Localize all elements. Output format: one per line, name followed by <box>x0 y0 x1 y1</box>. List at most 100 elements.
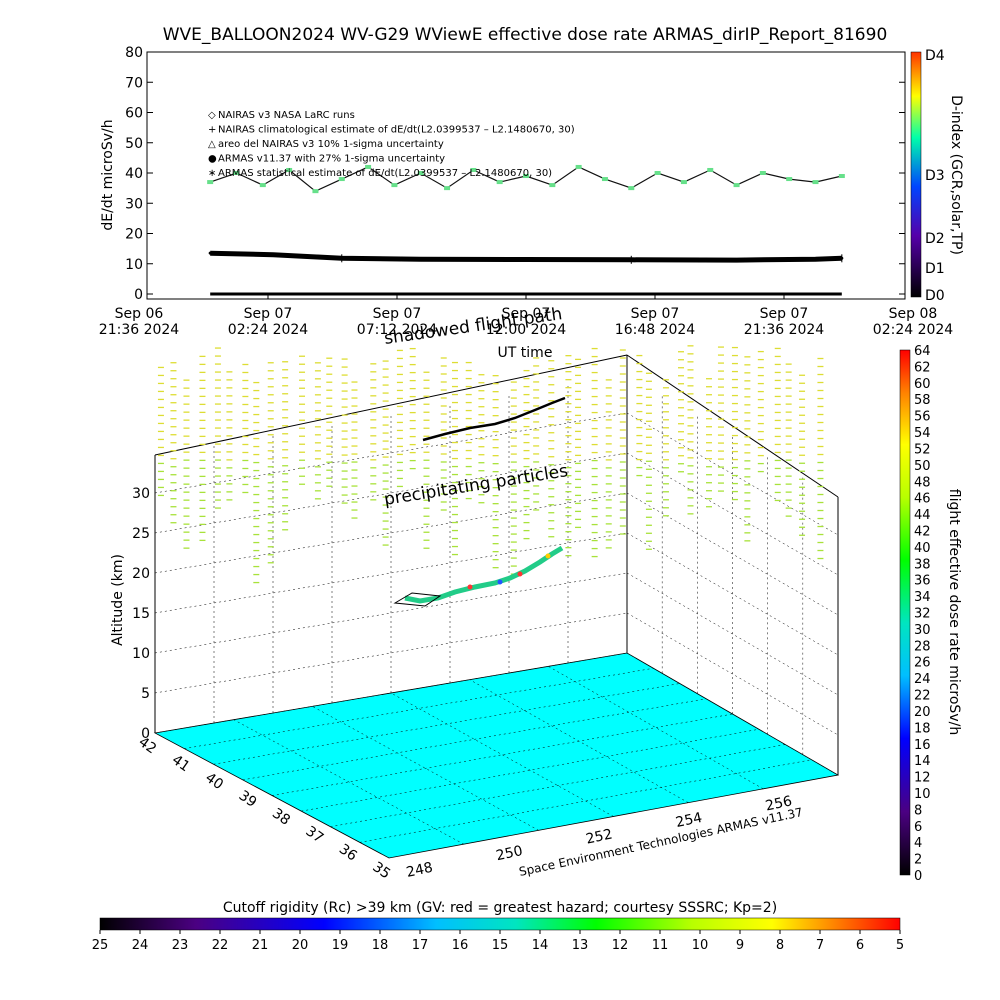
nairas-point <box>814 257 818 261</box>
dose-tick-label: 14 <box>914 754 931 769</box>
dose-sample-point <box>545 553 551 559</box>
launch-marker <box>393 592 442 607</box>
shadowed-flight-track <box>422 396 566 442</box>
floor-grid-line <box>233 719 464 845</box>
armas-point <box>391 183 398 188</box>
longitude-tick-label: 248 <box>405 860 434 881</box>
y-tick-label: 70 <box>125 75 143 91</box>
y-tick-label: 40 <box>125 166 143 182</box>
dose-tick-label: 54 <box>914 426 931 441</box>
cutoff-tick-label: 15 <box>492 938 509 953</box>
top-x-label: UT time <box>498 345 553 361</box>
armas-point <box>444 186 451 191</box>
cutoff-tick-label: 24 <box>132 938 149 953</box>
dose-tick-label: 24 <box>914 672 931 687</box>
latitude-tick-label: 35 <box>369 859 393 882</box>
dose-tick-label: 0 <box>914 869 922 884</box>
nairas-point <box>271 253 275 257</box>
armas-point <box>628 186 635 191</box>
dose-tick-label: 28 <box>914 639 931 654</box>
armas-point <box>417 171 424 175</box>
dose-tick-label: 4 <box>914 836 922 851</box>
armas-point <box>680 180 687 185</box>
cutoff-tick-label: 21 <box>252 938 269 953</box>
cutoff-tick-label: 23 <box>172 938 189 953</box>
d-index-tick: D0 <box>925 288 945 304</box>
altitude-tick-label: 10 <box>132 646 150 662</box>
dose-tick-label: 30 <box>914 623 931 638</box>
armas-point <box>575 164 582 169</box>
cutoff-tick-label: 14 <box>532 938 549 953</box>
armas-point <box>812 180 819 185</box>
cutoff-tick-label: 10 <box>692 938 709 953</box>
armas-point <box>654 171 661 175</box>
precipitating-particles <box>157 345 824 584</box>
cutoff-colorbar <box>99 917 901 931</box>
armas-point <box>470 167 477 172</box>
top-legend: ◇ NAIRAS v3 NASA LaRC runs+ NAIRAS climato… <box>208 110 575 179</box>
floor-grid <box>184 666 812 845</box>
legend-entry: areo del NAIRAS v3 10% 1-sigma uncertain… <box>218 139 444 150</box>
armas-point <box>786 177 793 182</box>
x-tick-label: 02:24 2024 <box>873 322 954 338</box>
latitude-tick-label: 39 <box>236 788 260 811</box>
armas-point <box>707 167 714 172</box>
nairas-point <box>300 254 304 258</box>
floor-grid-line <box>548 666 764 790</box>
armas-point <box>365 164 372 169</box>
x-tick-label: 07:12 2024 <box>357 322 438 338</box>
x-tick-label: Sep 07 <box>244 306 293 322</box>
cutoff-tick-label: 16 <box>452 938 469 953</box>
longitude-tick-label: 250 <box>495 843 524 864</box>
floor-grid-line <box>242 698 707 781</box>
latitude-tick-label: 37 <box>303 823 327 846</box>
legend-entry: ARMAS v11.37 with 27% 1-sigma uncertaint… <box>218 154 445 165</box>
dose-tick-label: 36 <box>914 574 931 589</box>
dose-tick-label: 44 <box>914 508 931 523</box>
y-tick-label: 50 <box>125 136 143 152</box>
dose-tick-label: 8 <box>914 803 922 818</box>
dose-tick-label: 18 <box>914 721 931 736</box>
x-tick-label: 16:48 2024 <box>615 322 696 338</box>
chart-title: WVE_BALLOON2024 WV-G29 WViewE effective … <box>163 25 888 45</box>
x-tick-label: 21:36 2024 <box>744 322 825 338</box>
floor-grid-line <box>359 759 812 843</box>
nairas-climatological-line <box>210 250 842 263</box>
latitude-tick-label: 38 <box>269 805 293 828</box>
x-tick-label: 12:00 2024 <box>486 322 567 338</box>
dose-tick-label: 12 <box>914 771 931 786</box>
altitude-tick-label: 5 <box>141 686 150 702</box>
armas-point <box>759 171 766 175</box>
dose-sample-point <box>497 579 503 585</box>
dose-tick-label: 34 <box>914 590 931 605</box>
y-tick-label: 60 <box>125 106 143 122</box>
x-tick-label: Sep 08 <box>889 306 938 322</box>
d-index-tick: D1 <box>925 261 945 277</box>
armas-point <box>733 183 740 188</box>
armas-point <box>523 174 529 179</box>
altitude-tick-label: 20 <box>132 566 150 582</box>
legend-symbol: ∗ <box>208 168 216 179</box>
dose-tick-label: 38 <box>914 557 931 572</box>
longitude-tick-label: 252 <box>584 826 613 847</box>
armas-point <box>312 189 319 194</box>
top-series-layer <box>207 164 845 296</box>
x-tick-label: Sep 07 <box>502 306 551 322</box>
dose-sample-point <box>467 584 473 590</box>
legend-entry: NAIRAS climatological estimate of dE/dt(… <box>218 125 575 136</box>
cutoff-tick-label: 9 <box>736 938 744 953</box>
cutoff-tick-label: 22 <box>212 938 229 953</box>
armas-point <box>496 180 503 185</box>
dose-tick-label: 22 <box>914 689 931 704</box>
x-tick-label: 02:24 2024 <box>228 322 309 338</box>
legend-symbol: ● <box>208 154 217 165</box>
dose-tick-label: 26 <box>914 656 931 671</box>
dose-tick-label: 6 <box>914 820 922 835</box>
x-tick-label: 21:36 2024 <box>99 322 180 338</box>
cutoff-tick-label: 19 <box>332 938 349 953</box>
d-index-colorbar <box>910 51 922 298</box>
